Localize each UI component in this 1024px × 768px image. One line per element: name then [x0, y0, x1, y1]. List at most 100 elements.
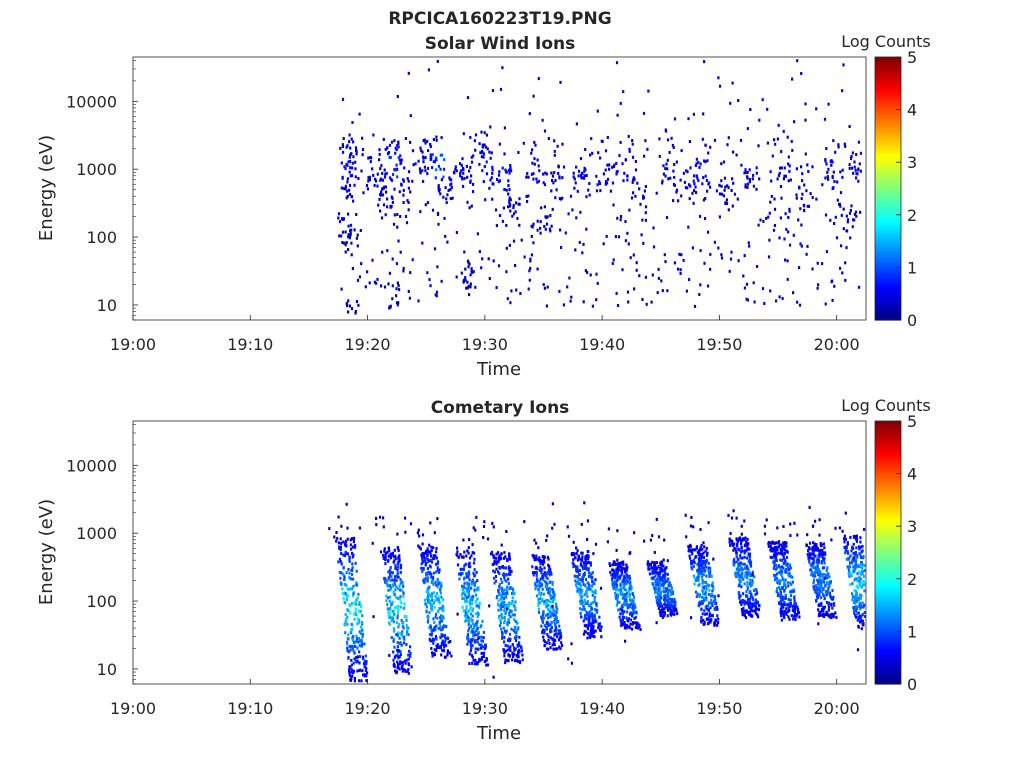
heatmap-cell	[549, 571, 552, 574]
heatmap-cell	[473, 568, 476, 572]
heatmap-cell	[361, 655, 365, 659]
heatmap-cell	[769, 544, 772, 548]
heatmap-cell	[758, 603, 761, 607]
heatmap-cell	[512, 239, 516, 243]
heatmap-cell	[628, 592, 631, 596]
heatmap-cell	[773, 541, 776, 545]
heatmap-cell	[360, 262, 363, 266]
heatmap-cell	[481, 257, 484, 261]
heatmap-cell	[663, 574, 666, 578]
heatmap-cell	[402, 193, 405, 197]
heatmap-cell	[344, 550, 347, 554]
heatmap-cell	[348, 155, 351, 159]
heatmap-cell	[341, 143, 344, 147]
heatmap-cell	[505, 579, 508, 583]
heatmap-cell	[759, 218, 762, 222]
heatmap-cell	[813, 566, 816, 570]
heatmap-cell	[698, 549, 701, 553]
heatmap-cell	[532, 554, 535, 558]
heatmap-cell	[664, 572, 667, 576]
heatmap-cell	[473, 584, 476, 588]
heatmap-cell	[683, 180, 686, 184]
heatmap-cell	[474, 148, 477, 152]
heatmap-cell	[606, 163, 609, 167]
heatmap-cell	[429, 145, 432, 149]
heatmap-cell	[817, 283, 820, 287]
heatmap-cell	[401, 624, 404, 628]
heatmap-cell	[538, 601, 541, 605]
heatmap-cell	[698, 568, 701, 572]
heatmap-cell	[337, 541, 340, 545]
heatmap-cell	[537, 546, 540, 550]
heatmap-cell	[465, 572, 468, 576]
heatmap-cell	[468, 169, 471, 173]
heatmap-cell	[709, 618, 712, 622]
heatmap-cell	[604, 168, 607, 172]
heatmap-cell	[432, 546, 435, 550]
heatmap-cell	[703, 622, 706, 626]
heatmap-cell	[720, 179, 723, 183]
heatmap-cell	[481, 169, 484, 173]
colorbar-segment	[875, 247, 901, 251]
heatmap-cell	[590, 630, 593, 634]
heatmap-cell	[798, 185, 801, 189]
heatmap-cell	[448, 651, 451, 655]
heatmap-cell	[467, 616, 470, 619]
heatmap-cell	[664, 593, 667, 597]
heatmap-cell	[439, 153, 442, 157]
heatmap-cell	[428, 543, 431, 547]
heatmap-cell	[419, 171, 422, 175]
heatmap-cell	[838, 202, 841, 206]
heatmap-cell	[481, 639, 484, 643]
heatmap-cell	[434, 628, 437, 632]
heatmap-cell	[491, 165, 494, 169]
heatmap-cell	[507, 618, 510, 622]
heatmap-cell	[839, 266, 842, 270]
heatmap-cell	[350, 602, 354, 605]
heatmap-cell	[598, 182, 601, 185]
heatmap-cell	[538, 568, 541, 572]
heatmap-cell	[397, 587, 400, 590]
heatmap-cell	[583, 571, 586, 575]
heatmap-cell	[585, 590, 588, 594]
heatmap-cell	[446, 649, 449, 653]
heatmap-cell	[470, 204, 473, 208]
heatmap-cell	[359, 668, 362, 672]
heatmap-cell	[552, 638, 555, 642]
heatmap-cell	[356, 637, 359, 641]
heatmap-cell	[816, 565, 819, 569]
heatmap-cell	[352, 661, 355, 665]
heatmap-cell	[772, 555, 775, 559]
heatmap-cell	[404, 137, 407, 140]
heatmap-cell	[491, 182, 494, 186]
heatmap-cell	[504, 612, 507, 616]
heatmap-cell	[440, 635, 443, 638]
heatmap-cell	[749, 560, 753, 564]
heatmap-cell	[378, 515, 382, 519]
heatmap-cell	[342, 137, 345, 140]
heatmap-cell	[440, 633, 443, 637]
heatmap-cell	[386, 603, 389, 606]
heatmap-cell	[485, 160, 488, 164]
heatmap-cell	[747, 241, 750, 245]
heatmap-cell	[574, 556, 577, 560]
heatmap-cell	[508, 201, 511, 205]
heatmap-cell	[813, 542, 817, 546]
heatmap-cell	[500, 630, 504, 634]
heatmap-cell	[576, 575, 579, 579]
heatmap-cell	[363, 665, 366, 669]
heatmap-cell	[427, 617, 430, 621]
heatmap-cell	[469, 642, 472, 646]
colorbar-segment	[875, 81, 901, 84]
colorbar-segment	[875, 284, 901, 288]
heatmap-cell	[424, 556, 427, 560]
heatmap-cell	[622, 90, 625, 94]
heatmap-cell	[353, 679, 356, 683]
heatmap-cell	[586, 568, 589, 571]
heatmap-cell	[503, 636, 506, 640]
heatmap-cell	[507, 582, 510, 585]
heatmap-cell	[673, 117, 677, 121]
heatmap-cell	[713, 599, 716, 603]
heatmap-cell	[699, 283, 702, 287]
heatmap-cell	[795, 167, 798, 171]
